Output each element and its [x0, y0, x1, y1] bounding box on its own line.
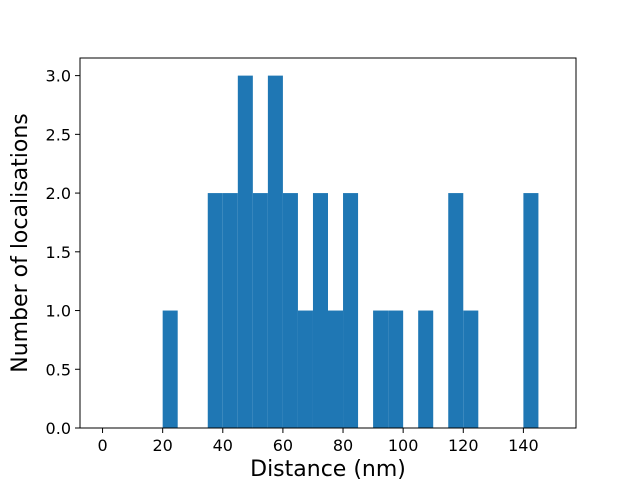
- y-axis-label: Number of localisations: [8, 113, 33, 373]
- histogram-bar-120-125: [463, 310, 479, 428]
- y-tick-label: 3.0: [46, 67, 71, 86]
- x-tick-label: 40: [213, 436, 233, 455]
- histogram-bar-45-50: [237, 75, 253, 428]
- y-tick-label: 2.0: [46, 184, 71, 203]
- histogram-bar-75-80: [328, 310, 344, 428]
- histogram-bar-35-40: [207, 193, 223, 428]
- x-tick-label: 20: [152, 436, 172, 455]
- histogram-bar-65-70: [297, 310, 313, 428]
- y-tick-label: 0.0: [46, 419, 71, 438]
- x-tick-label: 120: [448, 436, 479, 455]
- plot-frame: [79, 57, 577, 429]
- histogram-bar-95-100: [388, 310, 404, 428]
- histogram-bar-90-95: [373, 310, 389, 428]
- bars-group: [162, 75, 539, 428]
- histogram-bar-70-75: [312, 193, 328, 428]
- histogram-bar-55-60: [267, 75, 283, 428]
- histogram-bar-140-145: [523, 193, 539, 428]
- x-tick-label: 100: [388, 436, 419, 455]
- x-axis-label: Distance (nm): [250, 457, 406, 480]
- histogram-bar-115-120: [448, 193, 464, 428]
- x-tick-label: 80: [333, 436, 353, 455]
- y-tick-label: 2.5: [46, 125, 71, 144]
- y-tick-label: 0.5: [46, 360, 71, 379]
- histogram-bar-60-65: [282, 193, 298, 428]
- x-tick-label: 0: [97, 436, 107, 455]
- x-tick-label: 60: [273, 436, 293, 455]
- y-tick-label: 1.0: [46, 302, 71, 321]
- x-axis-ticks: 0 20 40 60 80 100 120 140: [97, 428, 539, 455]
- histogram-bar-20-25: [162, 310, 178, 428]
- histogram-bar-80-85: [343, 193, 359, 428]
- y-tick-label: 1.5: [46, 243, 71, 262]
- histogram-bar-40-45: [222, 193, 238, 428]
- histogram-bar-50-55: [252, 193, 268, 428]
- histogram-bar-105-110: [418, 310, 434, 428]
- y-axis-ticks: 0.0 0.5 1.0 1.5 2.0 2.5 3.0: [46, 67, 80, 438]
- x-tick-label: 140: [508, 436, 539, 455]
